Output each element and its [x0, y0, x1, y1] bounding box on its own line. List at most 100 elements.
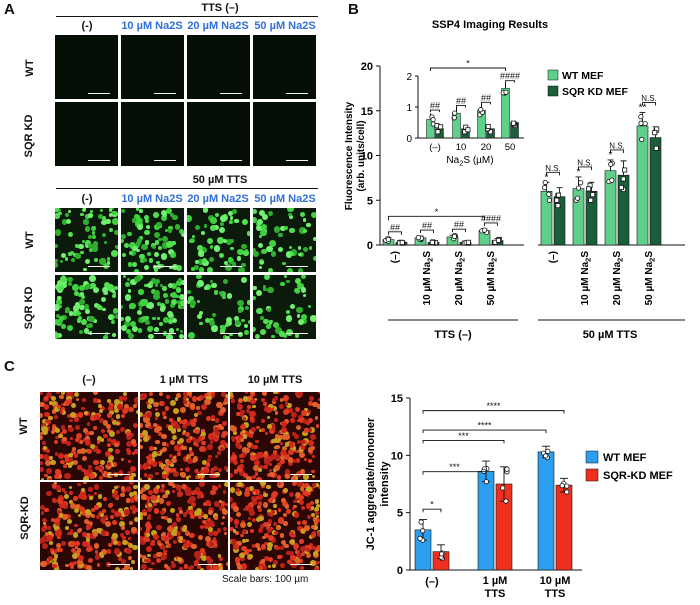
inset-data-point [487, 129, 493, 135]
inset-bar-wt-mef [501, 88, 510, 139]
panel-a-col-label: 50 µM Na2S [254, 20, 316, 32]
micrograph [140, 482, 228, 570]
panel-a-top-rule [56, 16, 318, 17]
micrograph [187, 35, 250, 99]
micrograph [121, 275, 184, 339]
significance-star: ** [639, 103, 647, 114]
data-point-wt [420, 528, 426, 534]
inset-data-point [503, 89, 509, 95]
significance-bracket-label: *** [449, 462, 460, 472]
significance-bracket [610, 149, 624, 153]
data-point-sqr [590, 192, 596, 198]
y-axis-label: intensity [379, 461, 391, 507]
data-point-sqr [564, 489, 570, 495]
panel-a-col-label: 20 µM Na2S [187, 193, 249, 205]
significance-bracket-label: * [430, 500, 434, 510]
group-label: TTS (–) [434, 329, 472, 341]
micrograph [187, 208, 250, 272]
significance-bracket [388, 231, 402, 235]
y-tick-label: 0 [367, 240, 373, 252]
inset-y-tick-label: 2 [406, 72, 412, 83]
data-point-wt [608, 161, 614, 167]
data-point-sqr [620, 176, 626, 182]
inset-data-point [430, 116, 436, 123]
micrograph [40, 392, 138, 480]
panel-a-row-label: WT [24, 59, 36, 77]
data-point-wt [543, 453, 549, 459]
panel-a-col-label: 10 µM Na2S [121, 20, 183, 32]
data-point-wt [385, 236, 391, 243]
inset-data-point [452, 110, 458, 116]
panel-a-row-label: WT [24, 231, 36, 249]
data-point-wt [418, 519, 424, 525]
significance-bracket [642, 102, 656, 106]
significance-bracket-label: ## [422, 221, 432, 231]
y-axis-label: (arb. units/cell) [356, 120, 367, 191]
significance-bracket-label: *** [458, 431, 469, 441]
micrograph [253, 102, 316, 166]
inset-data-point [511, 120, 517, 126]
inset-data-point [451, 115, 457, 121]
inset-x-axis-label: Na2S (µM) [446, 155, 493, 168]
micrograph [253, 275, 316, 339]
inset-data-point [478, 107, 484, 113]
x-tick-label: 20 µM Na2S [612, 251, 625, 306]
data-point-wt [481, 227, 488, 233]
data-point-wt [545, 448, 551, 454]
inset-significance-bracket [456, 105, 466, 108]
panel-letter-c: C [4, 358, 15, 375]
significance-bracket-label: ## [454, 220, 464, 230]
significance-bracket [422, 508, 442, 513]
data-point-wt [415, 235, 421, 241]
significance-star: * [545, 172, 549, 183]
inset-significance-bracket [430, 109, 440, 113]
data-point-sqr [503, 498, 509, 504]
significance-bracket [422, 429, 547, 434]
data-point-sqr [556, 192, 562, 198]
panel-a-col-label: 10 µM Na2S [121, 193, 183, 205]
legend-label: SQR KD MEF [562, 86, 629, 98]
data-point-sqr [559, 483, 565, 489]
panel-a-row-label: SQR KD [23, 114, 35, 158]
significance-bracket-label: #### [481, 213, 501, 223]
panel-c-row-label: SQR-KD [19, 496, 31, 540]
inset-data-point [438, 124, 444, 130]
data-point-sqr [399, 239, 405, 245]
panel-c-col-label: 1 µM TTS [159, 374, 209, 386]
significance-star: * [577, 167, 581, 178]
significance-bracket [422, 471, 487, 475]
inset-significance-bracket-label: ## [481, 93, 491, 103]
inset-significance-bracket-label: ## [456, 96, 466, 106]
bar-wt-mef [537, 451, 555, 571]
inset-significance-bracket-label: * [466, 59, 470, 69]
data-point-wt [574, 195, 581, 201]
x-tick-label: (–) [425, 576, 439, 588]
panel-c-col-label: 10 µM TTS [247, 374, 303, 386]
inset-x-tick-label: (–) [429, 142, 441, 153]
panel-a-col-label: 20 µM Na2S [187, 20, 249, 32]
panel-c-row-label: WT [18, 417, 30, 435]
data-point-wt [541, 185, 548, 191]
significance-bracket-label: * [435, 207, 439, 217]
significance-bracket-label: N.S. [641, 94, 657, 103]
panel-a-col-label: (-) [81, 20, 93, 32]
bar-sqr-kd-mef [555, 484, 573, 571]
data-point-sqr [564, 483, 570, 489]
panel-a-col-label: (-) [81, 193, 93, 205]
micrograph [253, 35, 316, 99]
y-tick-label: 5 [397, 508, 403, 520]
significance-bracket [484, 222, 498, 226]
legend-label: WT MEF [603, 452, 647, 464]
inset-x-tick-label: 20 [481, 142, 492, 153]
data-point-wt [483, 479, 490, 485]
data-point-wt [546, 197, 552, 203]
micrograph [253, 208, 316, 272]
inset-significance-bracket [430, 67, 506, 71]
x-tick-label: 50 µM Na2S [644, 251, 657, 306]
data-point-wt [578, 180, 584, 186]
x-tick-label: 50 µM Na2S [486, 251, 499, 306]
inset-x-tick-label: 50 [505, 142, 516, 153]
inset-significance-bracket [481, 101, 491, 105]
y-axis-label: Fluorescence Intensity [344, 101, 355, 210]
significance-bracket [420, 229, 434, 234]
